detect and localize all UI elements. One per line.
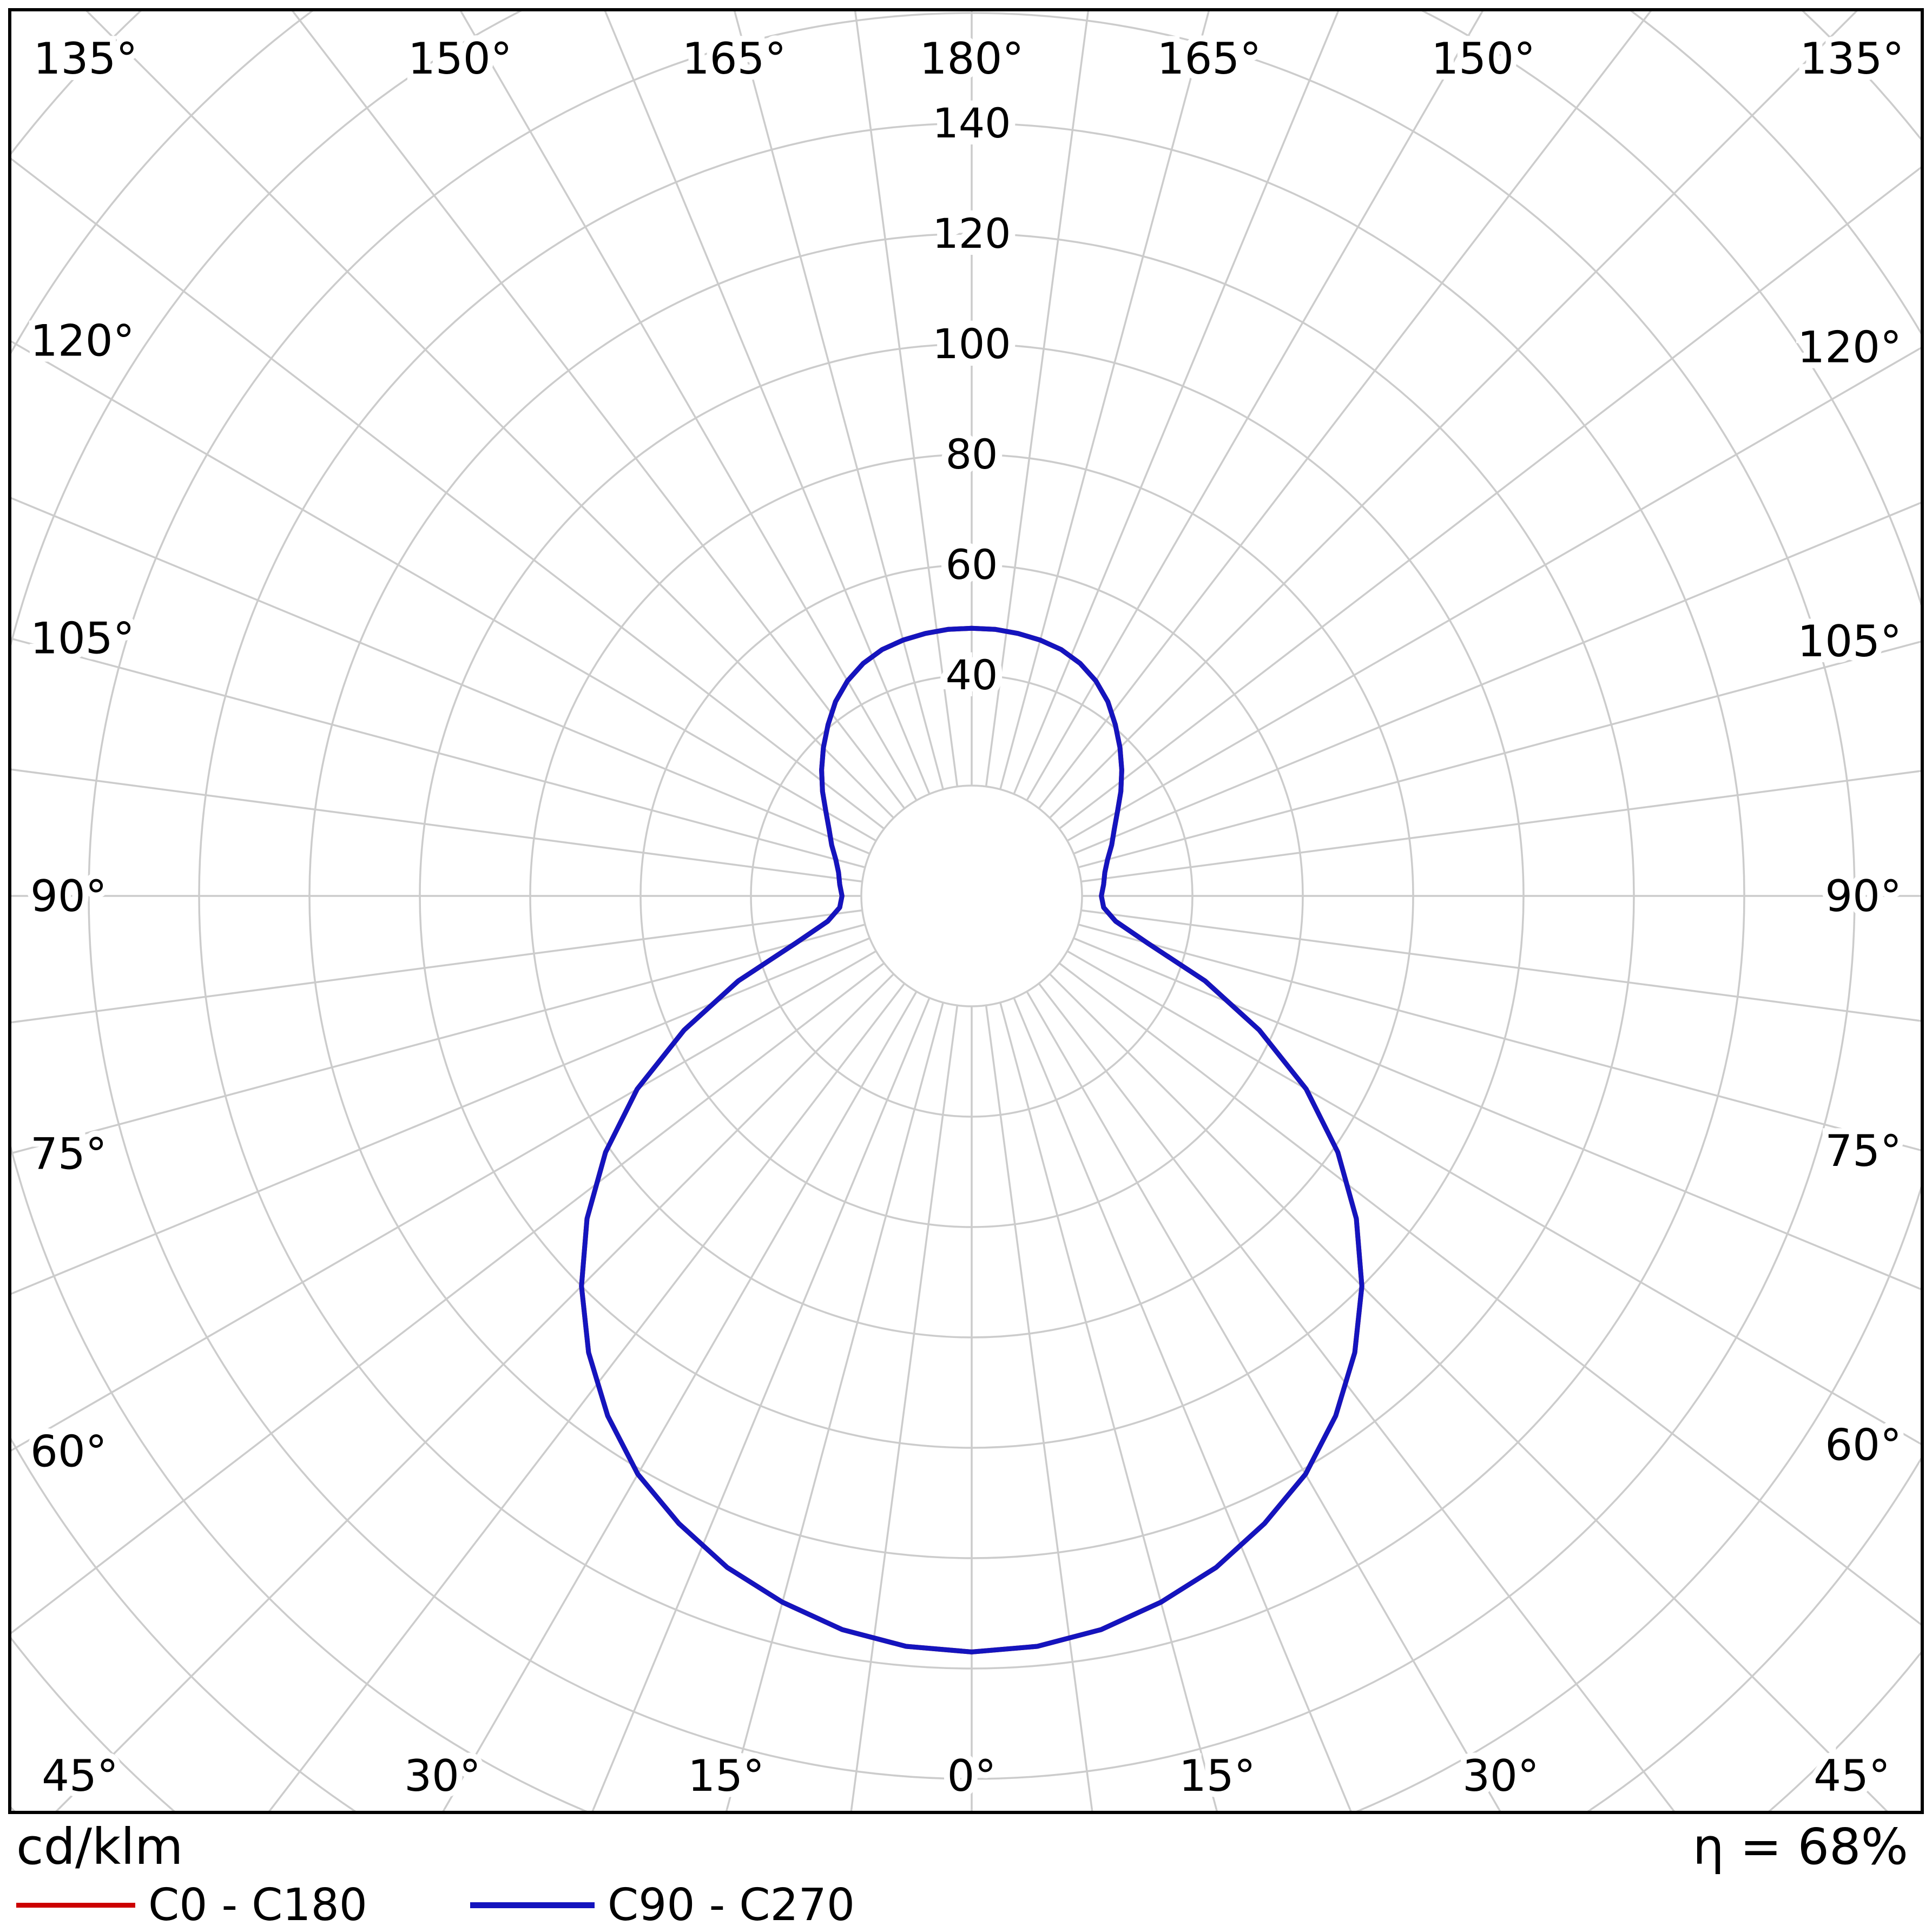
angle-tick-label: 15° (1179, 1751, 1256, 1801)
grid-spoke (1081, 770, 1921, 883)
grid-spoke (1013, 11, 1340, 795)
unit-label: cd/klm (16, 1818, 183, 1876)
legend-label-c0-c180: C0 - C180 (148, 1879, 367, 1931)
grid-spoke (292, 11, 906, 809)
angle-tick-label: 60° (1825, 1420, 1902, 1470)
grid-spoke (1049, 11, 1858, 819)
angle-tick-label: 45° (42, 1751, 118, 1801)
ring-tick-label: 60 (946, 540, 998, 589)
grid-spoke (604, 11, 931, 795)
grid-spoke (1066, 950, 1921, 1445)
ring-tick-label: 140 (932, 99, 1011, 147)
grid-spoke (11, 340, 877, 842)
grid-spoke (985, 1005, 1093, 1811)
intensity-curves (579, 625, 1364, 1654)
angle-tick-label: 165° (1157, 34, 1262, 84)
angle-tick-label: 90° (1825, 871, 1902, 921)
grid-spoke (1073, 502, 1921, 855)
angle-tick-label: 120° (1797, 322, 1902, 373)
grid-spoke (11, 950, 877, 1452)
grid-spoke (1078, 924, 1921, 1151)
ring-tick-label: 40 (946, 651, 998, 699)
grid-spoke (734, 11, 944, 790)
chart-footer: cd/klm η = 68% C0 - C180 C90 - C270 (16, 1821, 1908, 1932)
angle-tick-label: 90° (30, 871, 107, 921)
angle-tick-label: 150° (408, 34, 512, 84)
legend-item-c90-c270: C90 - C270 (470, 1883, 855, 1928)
grid-spoke (442, 991, 918, 1811)
angle-tick-label: 15° (688, 1751, 764, 1801)
grid-spoke (55, 973, 895, 1811)
grid-spoke (460, 11, 918, 801)
angle-tick-label: 135° (34, 34, 138, 84)
grid-spoke (1026, 991, 1501, 1811)
grid-spoke (268, 983, 906, 1811)
angle-tick-label: 45° (1814, 1751, 1890, 1801)
grid-spoke (11, 497, 871, 855)
plot-background (10, 10, 1922, 1812)
grid-spoke (11, 962, 885, 1634)
angle-tick-label: 165° (682, 34, 787, 84)
angle-tick-label: 180° (920, 34, 1024, 84)
grid-spoke (999, 1002, 1218, 1811)
grid-spoke (11, 157, 885, 830)
ring-tick-label: 100 (932, 320, 1011, 368)
grid-spoke (1013, 997, 1352, 1811)
grid-spoke (999, 11, 1210, 790)
grid-spoke (854, 11, 959, 787)
angle-tick-label: 120° (30, 315, 135, 366)
efficiency-label: η = 68% (1692, 1818, 1908, 1876)
grid-spoke (1026, 11, 1483, 801)
angle-tick-label: 75° (30, 1129, 107, 1179)
grid-spoke (1049, 973, 1888, 1811)
angle-tick-label: 105° (30, 614, 135, 664)
grid-spoke (11, 937, 871, 1295)
angle-tick-label: 135° (1800, 34, 1904, 84)
grid-spoke (591, 997, 931, 1811)
ring-labels: 40 60 80 100 120 140 (925, 92, 1018, 706)
footer-row: cd/klm η = 68% (16, 1821, 1908, 1874)
grid-spoke (1038, 11, 1652, 809)
grid-spoke (850, 1005, 959, 1811)
grid-spoke (1038, 983, 1675, 1811)
angle-tick-label: 30° (404, 1751, 481, 1801)
angle-tick-label: 150° (1431, 34, 1535, 84)
grid-spoke (726, 1002, 944, 1811)
grid-spoke (1078, 641, 1921, 868)
ring-tick-label: 120 (932, 209, 1011, 258)
grid-spoke (1073, 937, 1921, 1290)
grid-spoke (11, 909, 862, 1024)
angle-tick-label: 30° (1462, 1751, 1539, 1801)
angle-tick-label: 0° (947, 1751, 997, 1801)
plot-border (8, 8, 1924, 1814)
c90-c270-line-swatch (470, 1902, 595, 1909)
grid-spoke (11, 924, 866, 1155)
legend-item-c0-c180: C0 - C180 (16, 1883, 367, 1928)
grid-spoke (85, 11, 895, 819)
grid-spoke (1058, 962, 1921, 1626)
grid-spoke (985, 11, 1090, 787)
angle-tick-label: 75° (1825, 1126, 1902, 1176)
grid-spoke (1066, 347, 1921, 842)
c90-c270-curve (579, 625, 1364, 1654)
legend: C0 - C180 C90 - C270 (16, 1883, 1908, 1928)
c0-c180-line-swatch (16, 1903, 135, 1908)
grid-spoke (1058, 166, 1921, 830)
grid-spoke (1081, 909, 1921, 1022)
angle-tick-label: 60° (30, 1427, 107, 1477)
legend-label-c90-c270: C90 - C270 (607, 1879, 855, 1931)
grid-spoke (11, 768, 862, 883)
grid-spoke (11, 637, 866, 868)
angle-labels: 0° 15° 15° 30° 30° 45° 45° 60° 60° 75° 75° 90° 90° 10… (24, 28, 1910, 1807)
ring-tick-label: 80 (946, 430, 998, 478)
angle-tick-label: 105° (1797, 616, 1902, 667)
